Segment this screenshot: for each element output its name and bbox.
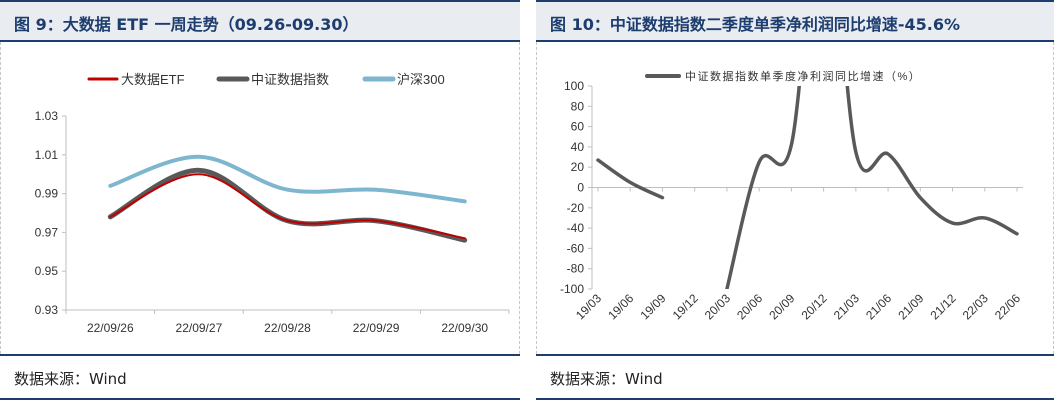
chart-area: -100 -80 -60 -40 -20 0 20 40 60 80 100 19/03 19/06 19… bbox=[536, 42, 1054, 354]
x-tick-label: 22/09/26 bbox=[87, 321, 134, 335]
y-tick-label: -40 bbox=[567, 221, 585, 235]
source-note: 数据来源：Wind bbox=[14, 370, 127, 388]
x-tick-label: 22/09/29 bbox=[353, 321, 400, 335]
source-note: 数据来源：Wind bbox=[550, 370, 663, 388]
chart-title-bar: 图 10：中证数据指数二季度单季净利润同比增速-45.6% bbox=[536, 0, 1054, 42]
legend-label: 中证数据指数单季度净利润同比增速（%） bbox=[685, 69, 921, 83]
series-line bbox=[596, 158, 665, 200]
x-tick-label: 22/09/27 bbox=[176, 321, 223, 335]
chart-panel-profit-growth: 图 10：中证数据指数二季度单季净利润同比增速-45.6% -100 -80 -60… bbox=[536, 0, 1054, 400]
x-tick-label: 22/09/30 bbox=[441, 321, 488, 335]
x-tick-label: 21/03 bbox=[831, 291, 862, 322]
series-line bbox=[725, 86, 1019, 289]
chart-title: 图 9：大数据 ETF 一周走势（09.26-09.30） bbox=[14, 15, 359, 34]
y-tick-label: 0 bbox=[577, 181, 584, 195]
y-tick-label: -20 bbox=[567, 201, 585, 215]
x-tick-label: 20/09 bbox=[766, 291, 797, 322]
y-tick-label: 80 bbox=[571, 99, 585, 113]
etf-line-chart: 0.93 0.95 0.97 0.99 1.01 1.03 22/09/26 22/09/27… bbox=[35, 72, 510, 335]
y-tick-label: 1.01 bbox=[35, 148, 59, 162]
legend-label: 大数据ETF bbox=[121, 72, 185, 87]
x-tick-label: 20/12 bbox=[799, 291, 830, 322]
y-tick-label: 1.03 bbox=[35, 109, 59, 123]
x-tick-label: 21/09 bbox=[895, 291, 926, 322]
x-tick-label: 20/03 bbox=[702, 291, 733, 322]
y-tick-label: -100 bbox=[560, 282, 584, 296]
chart-title: 图 10：中证数据指数二季度单季净利润同比增速-45.6% bbox=[550, 15, 960, 34]
source-bar: 数据来源：Wind bbox=[536, 354, 1054, 400]
x-tick-label: 22/09/28 bbox=[264, 321, 311, 335]
y-tick-label: 100 bbox=[564, 79, 584, 93]
series-line bbox=[109, 173, 466, 240]
y-tick-label: -80 bbox=[567, 262, 585, 276]
series-line bbox=[108, 154, 467, 204]
x-tick-label: 22/06 bbox=[992, 291, 1023, 322]
chart-area: 0.93 0.95 0.97 0.99 1.01 1.03 22/09/26 22/09/27… bbox=[0, 42, 520, 354]
y-tick-label: 0.95 bbox=[35, 264, 59, 278]
y-tick-label: 0.93 bbox=[35, 303, 59, 317]
y-tick-label: 40 bbox=[571, 140, 585, 154]
x-tick-label: 19/12 bbox=[670, 291, 701, 322]
y-tick-label: -60 bbox=[567, 241, 585, 255]
chart-panel-etf-weekly: 图 9：大数据 ETF 一周走势（09.26-09.30） 0.93 0.95 0.… bbox=[0, 0, 520, 400]
series-line bbox=[107, 167, 468, 243]
source-bar: 数据来源：Wind bbox=[0, 354, 520, 400]
y-tick-label: 0.97 bbox=[35, 225, 59, 239]
y-tick-label: 60 bbox=[571, 120, 585, 134]
x-tick-label: 19/09 bbox=[637, 291, 668, 322]
x-tick-label: 20/06 bbox=[734, 291, 765, 322]
x-tick-label: 22/03 bbox=[960, 291, 991, 322]
chart-title-bar: 图 9：大数据 ETF 一周走势（09.26-09.30） bbox=[0, 0, 520, 42]
legend-label: 中证数据指数 bbox=[251, 72, 329, 87]
y-tick-label: 20 bbox=[571, 160, 585, 174]
legend-label: 沪深300 bbox=[397, 72, 445, 87]
x-tick-label: 21/06 bbox=[863, 291, 894, 322]
y-tick-label: 0.99 bbox=[35, 187, 59, 201]
x-tick-label: 19/06 bbox=[605, 291, 636, 322]
x-tick-label: 21/12 bbox=[928, 291, 959, 322]
